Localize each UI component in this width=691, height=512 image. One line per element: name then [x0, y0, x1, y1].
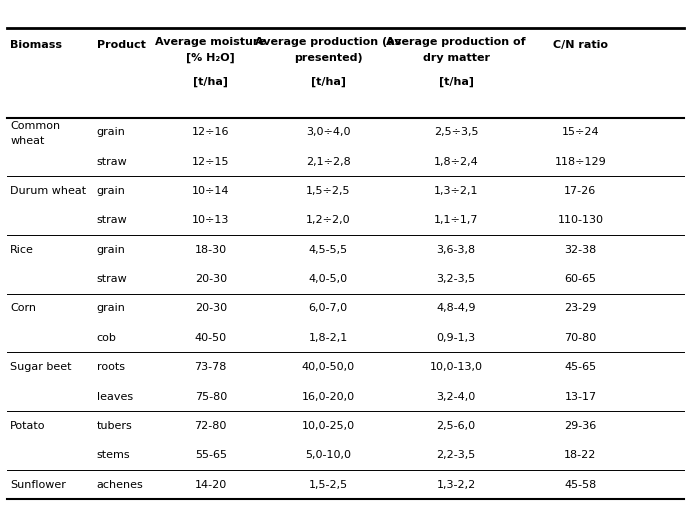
Text: [t/ha]: [t/ha] — [193, 77, 228, 87]
Text: 1,3-2,2: 1,3-2,2 — [437, 480, 475, 489]
Text: Average production (as: Average production (as — [255, 37, 401, 48]
Text: roots: roots — [97, 362, 125, 372]
Text: Potato: Potato — [10, 421, 46, 431]
Text: 6,0-7,0: 6,0-7,0 — [309, 304, 348, 313]
Text: 10÷13: 10÷13 — [192, 216, 229, 225]
Text: 75-80: 75-80 — [195, 392, 227, 401]
Text: 10÷14: 10÷14 — [192, 186, 229, 196]
Text: 1,8-2,1: 1,8-2,1 — [309, 333, 348, 343]
Text: 23-29: 23-29 — [565, 304, 596, 313]
Text: 2,5÷3,5: 2,5÷3,5 — [434, 127, 478, 137]
Text: [t/ha]: [t/ha] — [311, 77, 346, 87]
Text: grain: grain — [97, 304, 126, 313]
Text: 12÷16: 12÷16 — [192, 127, 229, 137]
Text: 3,6-3,8: 3,6-3,8 — [437, 245, 475, 255]
Text: [% H₂O]: [% H₂O] — [187, 53, 235, 63]
Text: Product: Product — [97, 40, 146, 50]
Text: 14-20: 14-20 — [195, 480, 227, 489]
Text: 60-65: 60-65 — [565, 274, 596, 284]
Text: 45-58: 45-58 — [565, 480, 596, 489]
Text: C/N ratio: C/N ratio — [553, 40, 608, 50]
Text: 10,0-25,0: 10,0-25,0 — [302, 421, 354, 431]
Text: 32-38: 32-38 — [565, 245, 596, 255]
Text: achenes: achenes — [97, 480, 144, 489]
Text: 13-17: 13-17 — [565, 392, 596, 401]
Text: Average moisture: Average moisture — [155, 37, 266, 48]
Text: presented): presented) — [294, 53, 363, 63]
Text: 3,2-4,0: 3,2-4,0 — [437, 392, 475, 401]
Text: grain: grain — [97, 186, 126, 196]
Text: Corn: Corn — [10, 304, 37, 313]
Text: 12÷15: 12÷15 — [192, 157, 229, 167]
Text: grain: grain — [97, 245, 126, 255]
Text: 10,0-13,0: 10,0-13,0 — [430, 362, 482, 372]
Text: Common: Common — [10, 121, 61, 131]
Text: 2,5-6,0: 2,5-6,0 — [437, 421, 475, 431]
Text: 18-30: 18-30 — [195, 245, 227, 255]
Text: 73-78: 73-78 — [195, 362, 227, 372]
Text: 0,9-1,3: 0,9-1,3 — [437, 333, 475, 343]
Text: 4,5-5,5: 4,5-5,5 — [309, 245, 348, 255]
Text: 55-65: 55-65 — [195, 450, 227, 460]
Text: Rice: Rice — [10, 245, 35, 255]
Text: straw: straw — [97, 216, 128, 225]
Text: 1,3÷2,1: 1,3÷2,1 — [434, 186, 478, 196]
Text: 110-130: 110-130 — [558, 216, 603, 225]
Text: leaves: leaves — [97, 392, 133, 401]
Text: 1,1÷1,7: 1,1÷1,7 — [434, 216, 478, 225]
Text: 20-30: 20-30 — [195, 304, 227, 313]
Text: straw: straw — [97, 157, 128, 167]
Text: 16,0-20,0: 16,0-20,0 — [302, 392, 354, 401]
Text: grain: grain — [97, 127, 126, 137]
Text: 29-36: 29-36 — [565, 421, 596, 431]
Text: 45-65: 45-65 — [565, 362, 596, 372]
Text: Average production of: Average production of — [386, 37, 526, 48]
Text: dry matter: dry matter — [423, 53, 489, 63]
Text: 2,2-3,5: 2,2-3,5 — [437, 450, 475, 460]
Text: [t/ha]: [t/ha] — [439, 77, 473, 87]
Text: 1,2÷2,0: 1,2÷2,0 — [306, 216, 350, 225]
Text: 4,0-5,0: 4,0-5,0 — [309, 274, 348, 284]
Text: 3,2-3,5: 3,2-3,5 — [437, 274, 475, 284]
Text: 17-26: 17-26 — [565, 186, 596, 196]
Text: 72-80: 72-80 — [195, 421, 227, 431]
Text: 40-50: 40-50 — [195, 333, 227, 343]
Text: wheat: wheat — [10, 136, 45, 146]
Text: 40,0-50,0: 40,0-50,0 — [302, 362, 354, 372]
Text: 1,5-2,5: 1,5-2,5 — [309, 480, 348, 489]
Text: cob: cob — [97, 333, 117, 343]
Text: Sunflower: Sunflower — [10, 480, 66, 489]
Text: 1,5÷2,5: 1,5÷2,5 — [306, 186, 350, 196]
Text: Sugar beet: Sugar beet — [10, 362, 72, 372]
Text: 5,0-10,0: 5,0-10,0 — [305, 450, 351, 460]
Text: straw: straw — [97, 274, 128, 284]
Text: Biomass: Biomass — [10, 40, 62, 50]
Text: 70-80: 70-80 — [565, 333, 596, 343]
Text: 2,1÷2,8: 2,1÷2,8 — [306, 157, 350, 167]
Text: stems: stems — [97, 450, 131, 460]
Text: Durum wheat: Durum wheat — [10, 186, 86, 196]
Text: 20-30: 20-30 — [195, 274, 227, 284]
Text: 15÷24: 15÷24 — [562, 127, 599, 137]
Text: tubers: tubers — [97, 421, 133, 431]
Text: 3,0÷4,0: 3,0÷4,0 — [306, 127, 350, 137]
Text: 18-22: 18-22 — [565, 450, 596, 460]
Text: 118÷129: 118÷129 — [555, 157, 606, 167]
Text: 4,8-4,9: 4,8-4,9 — [436, 304, 476, 313]
Text: 1,8÷2,4: 1,8÷2,4 — [434, 157, 478, 167]
